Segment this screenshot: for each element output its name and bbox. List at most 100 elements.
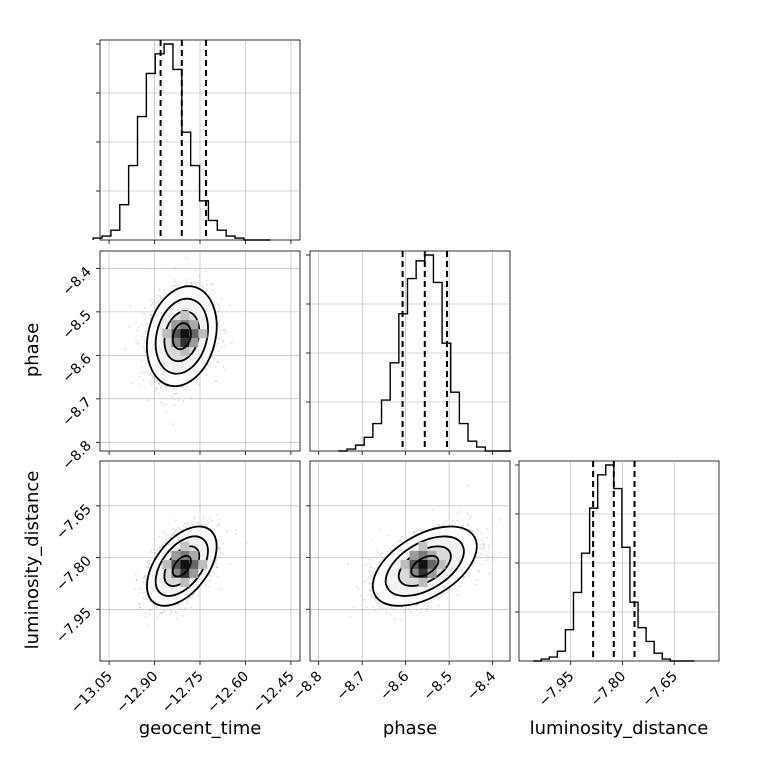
sample-point xyxy=(498,551,501,554)
sample-point xyxy=(378,561,381,564)
sample-point xyxy=(216,524,219,527)
sample-point xyxy=(160,401,163,404)
sample-point xyxy=(150,314,153,317)
sample-point xyxy=(165,388,168,391)
x-axis-label-geocent-time: geocent_time xyxy=(139,718,262,739)
sample-point xyxy=(378,607,381,609)
sample-point xyxy=(477,570,480,573)
sample-point xyxy=(215,380,217,382)
sample-point xyxy=(148,563,151,565)
sample-point xyxy=(228,304,231,307)
sample-point xyxy=(390,549,393,551)
sample-point xyxy=(386,610,389,613)
sample-point xyxy=(144,612,147,614)
sample-point xyxy=(187,597,190,600)
density-cell xyxy=(409,550,419,560)
sample-point xyxy=(160,296,162,299)
sample-point xyxy=(389,607,392,610)
sample-point xyxy=(370,538,373,540)
sample-point xyxy=(186,257,189,260)
sample-point xyxy=(381,604,384,607)
sample-point xyxy=(485,536,488,539)
y-tick-label-luminosity-distance: −7.95 xyxy=(53,605,95,647)
sample-point xyxy=(174,610,177,613)
histogram-geocent-time xyxy=(92,43,271,241)
sample-point xyxy=(150,379,153,381)
sample-point xyxy=(492,559,495,562)
sample-point xyxy=(389,548,392,551)
sample-point xyxy=(209,366,212,368)
sample-point xyxy=(179,528,182,531)
sample-point xyxy=(183,385,185,388)
sample-point xyxy=(124,348,126,351)
sample-point xyxy=(376,549,379,551)
sample-point xyxy=(205,290,208,292)
density-cell xyxy=(400,559,410,569)
sample-point xyxy=(172,528,175,531)
sample-point xyxy=(447,589,449,592)
sample-point xyxy=(194,269,196,272)
sample-point xyxy=(150,549,153,552)
sample-point xyxy=(218,306,221,308)
x-tick-label-luminosity-distance: −7.80 xyxy=(588,669,630,711)
sample-point xyxy=(173,531,175,534)
sample-point xyxy=(409,532,411,534)
sample-point xyxy=(143,575,146,578)
sample-point xyxy=(205,279,208,282)
sample-point xyxy=(201,284,203,287)
sample-point xyxy=(477,529,480,532)
sample-point xyxy=(208,585,211,588)
panel-contents xyxy=(124,257,233,426)
density-cell xyxy=(427,568,437,578)
sample-point xyxy=(369,565,372,568)
x-tick-label-phase: −8.5 xyxy=(421,669,456,704)
sample-point xyxy=(163,294,165,296)
sample-point xyxy=(152,301,154,304)
sample-point xyxy=(211,283,214,286)
sample-point xyxy=(185,599,188,602)
sample-point xyxy=(218,518,221,520)
sample-point xyxy=(469,528,471,531)
sample-point xyxy=(467,523,470,526)
sample-point xyxy=(231,342,233,345)
sample-point xyxy=(144,313,147,315)
x-tick-label-geocent-time: −12.90 xyxy=(113,669,161,717)
sample-point xyxy=(216,565,218,568)
sample-point xyxy=(225,331,228,333)
sample-point xyxy=(438,524,441,526)
joint-panel-phase-vs-luminosity-distance xyxy=(306,460,511,665)
sample-point xyxy=(467,513,470,515)
sample-point xyxy=(147,624,149,627)
sample-point xyxy=(193,282,196,285)
sample-point xyxy=(470,515,472,517)
sample-point xyxy=(215,379,218,382)
sample-point xyxy=(498,518,501,521)
sample-point xyxy=(130,381,133,384)
sample-point xyxy=(141,323,144,326)
sample-point xyxy=(477,557,480,559)
sample-point xyxy=(222,553,225,555)
sample-point xyxy=(410,610,412,613)
sample-point xyxy=(141,312,144,315)
sample-point xyxy=(175,388,178,390)
sample-point xyxy=(144,330,147,333)
sample-point xyxy=(158,613,161,616)
sample-point xyxy=(170,609,172,612)
sample-point xyxy=(379,529,381,531)
sample-point xyxy=(160,612,163,614)
sample-point xyxy=(199,505,202,508)
sample-point xyxy=(189,596,192,599)
sample-point xyxy=(148,559,150,561)
sample-point xyxy=(149,551,151,554)
sample-point xyxy=(218,547,221,550)
sample-point xyxy=(152,375,154,377)
sample-point xyxy=(149,609,151,611)
sample-point xyxy=(211,356,213,358)
sample-point xyxy=(175,393,177,395)
sample-point xyxy=(151,303,153,306)
sample-point xyxy=(206,289,208,292)
sample-point xyxy=(148,562,151,565)
density-cell xyxy=(189,568,199,578)
sample-point xyxy=(211,283,214,286)
sample-point xyxy=(215,562,218,565)
